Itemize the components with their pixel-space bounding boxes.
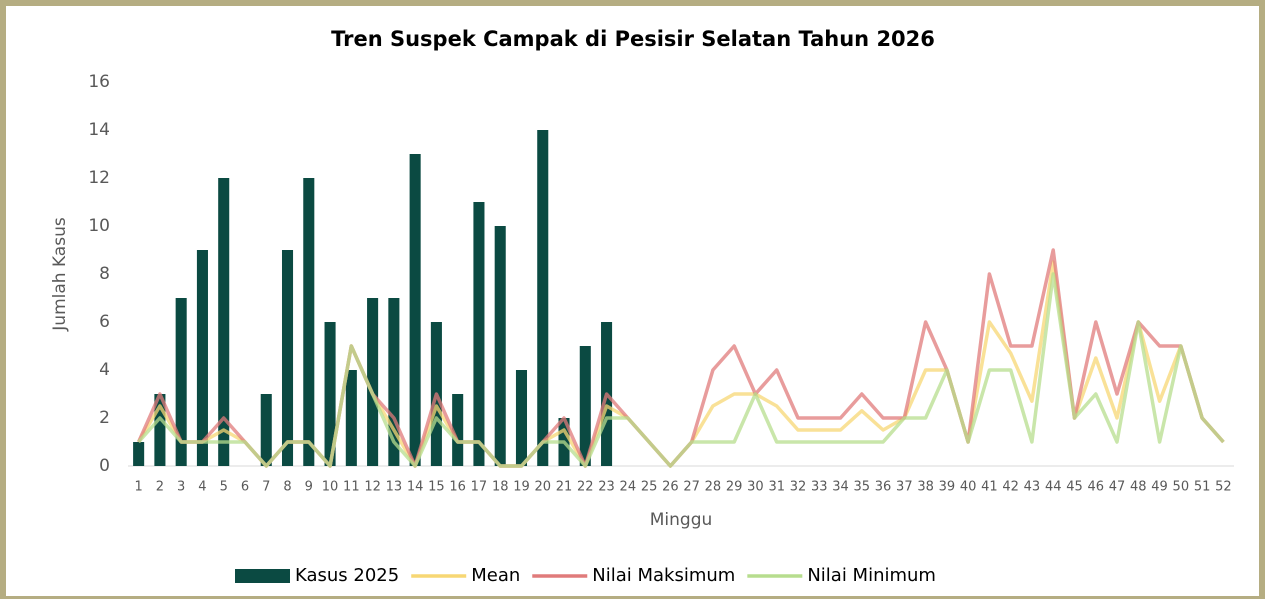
x-tick-label: 29 xyxy=(726,480,743,495)
bar xyxy=(515,370,528,466)
bar xyxy=(345,370,357,466)
bar xyxy=(579,346,591,466)
x-tick-label: 32 xyxy=(790,480,807,495)
x-axis-label: Minggu xyxy=(650,510,713,530)
x-tick-label: 17 xyxy=(471,480,488,495)
x-tick-label: 18 xyxy=(492,480,509,495)
x-tick-label: 14 xyxy=(407,480,424,495)
x-tick-label: 13 xyxy=(386,480,403,495)
legend-label: Nilai Minimum xyxy=(807,565,936,586)
legend-swatch xyxy=(235,569,290,583)
x-tick-label: 41 xyxy=(981,480,998,495)
x-tick-label: 21 xyxy=(556,480,573,495)
x-tick-label: 22 xyxy=(577,480,594,495)
x-tick-label: 23 xyxy=(598,480,615,495)
x-tick-label: 46 xyxy=(1087,480,1104,495)
x-tick-label: 36 xyxy=(875,480,892,495)
x-tick-label: 28 xyxy=(705,480,722,495)
x-tick-label: 8 xyxy=(283,480,291,495)
legend-label: Nilai Maksimum xyxy=(592,565,735,586)
bar xyxy=(367,298,379,466)
bar xyxy=(473,202,485,466)
bar xyxy=(494,226,506,466)
x-tick-label: 16 xyxy=(449,480,466,495)
x-tick-label: 24 xyxy=(620,480,637,495)
bar xyxy=(303,178,315,466)
y-axis-label: Jumlah Kasus xyxy=(50,217,70,332)
bar xyxy=(260,394,272,466)
y-tick-label: 8 xyxy=(99,264,110,284)
x-tick-label: 7 xyxy=(262,480,270,495)
y-tick-label: 12 xyxy=(88,168,110,188)
x-tick-label: 25 xyxy=(641,480,658,495)
bar xyxy=(324,322,336,466)
x-tick-label: 50 xyxy=(1173,480,1190,495)
y-tick-label: 4 xyxy=(99,360,110,380)
x-tick-label: 43 xyxy=(1024,480,1041,495)
bar xyxy=(281,250,294,466)
bar xyxy=(175,298,187,466)
bar xyxy=(537,130,549,466)
x-tick-label: 49 xyxy=(1151,480,1168,495)
legend-label: Mean xyxy=(471,565,520,586)
x-tick-label: 39 xyxy=(939,480,956,495)
chart-title: Tren Suspek Campak di Pesisir Selatan Ta… xyxy=(331,27,935,51)
x-tick-label: 51 xyxy=(1194,480,1211,495)
x-tick-label: 5 xyxy=(220,480,228,495)
bar xyxy=(388,298,400,466)
y-tick-label: 0 xyxy=(99,456,110,476)
x-tick-label: 31 xyxy=(768,480,785,495)
x-tick-label: 34 xyxy=(832,480,849,495)
x-tick-label: 33 xyxy=(811,480,828,495)
x-tick-label: 1 xyxy=(134,480,142,495)
x-tick-label: 52 xyxy=(1215,480,1232,495)
bar xyxy=(452,394,464,466)
y-tick-label: 16 xyxy=(88,72,110,92)
bar xyxy=(218,178,230,466)
x-tick-label: 27 xyxy=(683,480,700,495)
x-tick-label: 3 xyxy=(177,480,185,495)
y-tick-label: 6 xyxy=(99,312,110,332)
bar xyxy=(196,250,208,466)
x-tick-label: 12 xyxy=(364,480,381,495)
x-tick-label: 15 xyxy=(428,480,445,495)
line-series xyxy=(137,272,1225,468)
x-tick-label: 37 xyxy=(896,480,913,495)
legend-label: Kasus 2025 xyxy=(295,565,399,586)
bar xyxy=(154,394,166,466)
x-tick-label: 4 xyxy=(198,480,206,495)
x-tick-label: 47 xyxy=(1109,480,1126,495)
x-tick-label: 38 xyxy=(917,480,934,495)
bar xyxy=(409,154,421,466)
x-tick-label: 19 xyxy=(513,480,530,495)
x-tick-label: 42 xyxy=(1002,480,1019,495)
x-tick-label: 30 xyxy=(747,480,764,495)
x-tick-label: 20 xyxy=(534,480,551,495)
x-tick-label: 26 xyxy=(662,480,679,495)
x-tick-label: 9 xyxy=(305,480,313,495)
x-tick-label: 11 xyxy=(343,480,360,495)
bar xyxy=(133,442,145,466)
y-tick-label: 2 xyxy=(99,408,110,428)
x-tick-label: 10 xyxy=(322,480,339,495)
x-tick-label: 6 xyxy=(241,480,249,495)
y-tick-label: 14 xyxy=(88,120,110,140)
x-tick-label: 2 xyxy=(156,480,164,495)
x-tick-label: 48 xyxy=(1130,480,1147,495)
x-tick-label: 45 xyxy=(1066,480,1083,495)
x-tick-label: 40 xyxy=(960,480,977,495)
x-tick-label: 44 xyxy=(1045,480,1062,495)
x-tick-label: 35 xyxy=(854,480,871,495)
y-tick-label: 10 xyxy=(88,216,110,236)
